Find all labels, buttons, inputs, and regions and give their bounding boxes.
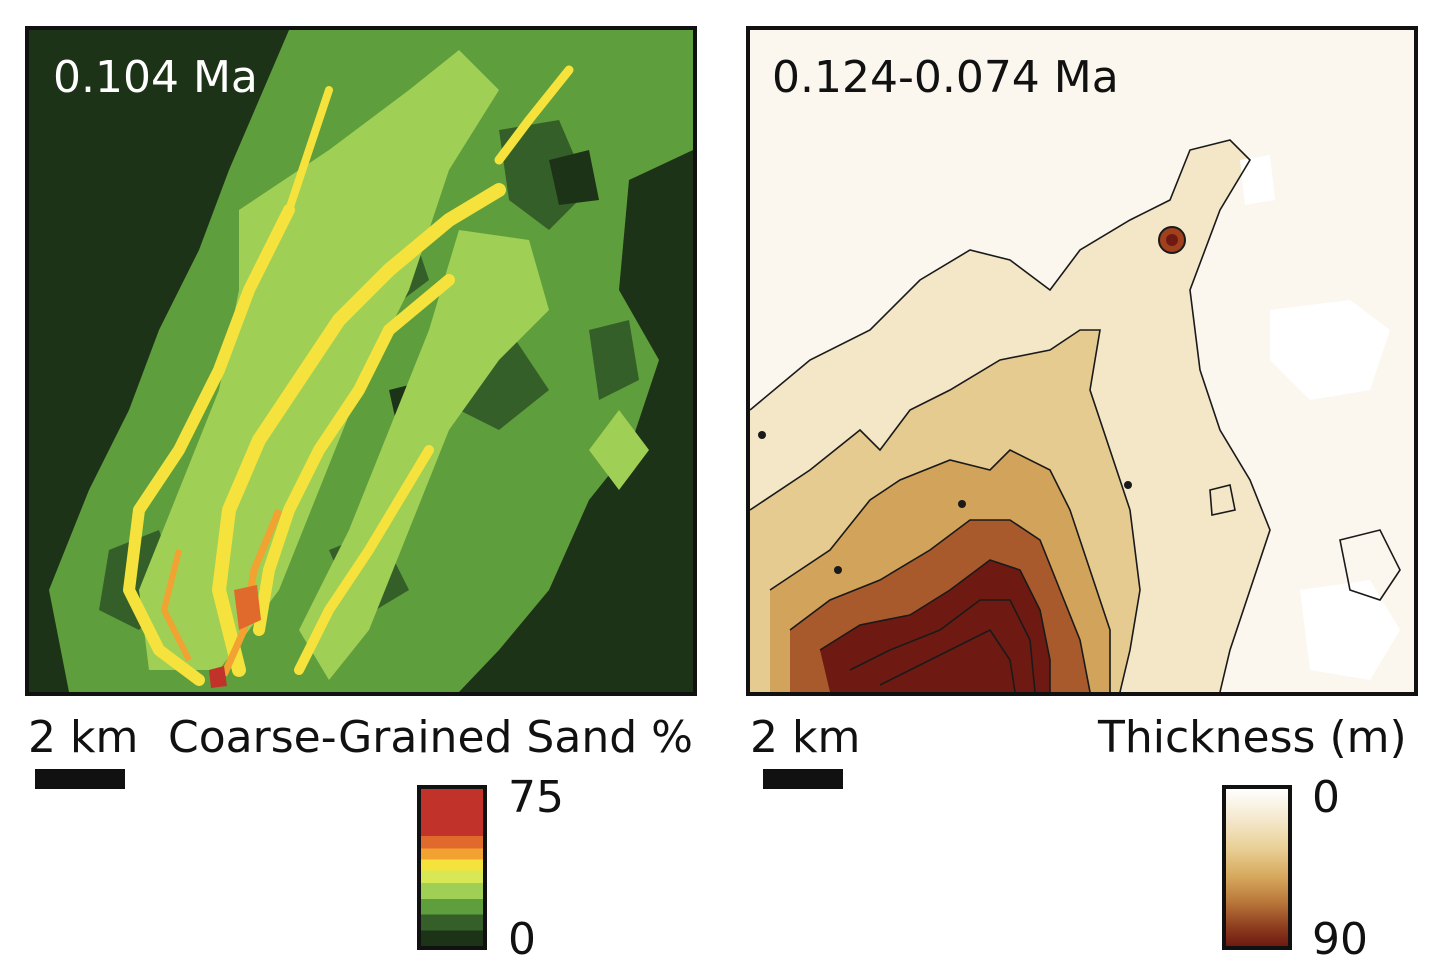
sand-map-panel: 0.104 Ma <box>25 26 697 696</box>
thickness-map-panel: 0.124-0.074 Ma <box>746 26 1418 696</box>
thickness-map-raster <box>750 139 1401 692</box>
thickness-contours <box>750 139 1401 692</box>
thickness-colorbar-min: 0 <box>1312 772 1340 823</box>
sand-legend-title: Coarse-Grained Sand % <box>168 712 693 763</box>
left-scale-bar <box>35 769 125 789</box>
right-scale-bar <box>763 769 843 789</box>
thickness-zone-core <box>820 560 1050 692</box>
thickness-colorbar-max: 90 <box>1312 914 1368 965</box>
sand-colorbar <box>417 785 487 950</box>
left-age-label: 0.104 Ma <box>53 52 258 103</box>
right-age-label: 0.124-0.074 Ma <box>772 52 1119 103</box>
sand-map-raster <box>49 30 693 692</box>
right-scale-label: 2 km <box>750 712 861 763</box>
thickness-colorbar <box>1222 785 1292 950</box>
left-scale-label: 2 km <box>28 712 139 763</box>
sand-colorbar-max: 75 <box>508 772 564 823</box>
thickness-legend-title: Thickness (m) <box>1098 712 1407 763</box>
sand-colorbar-min: 0 <box>508 914 536 965</box>
